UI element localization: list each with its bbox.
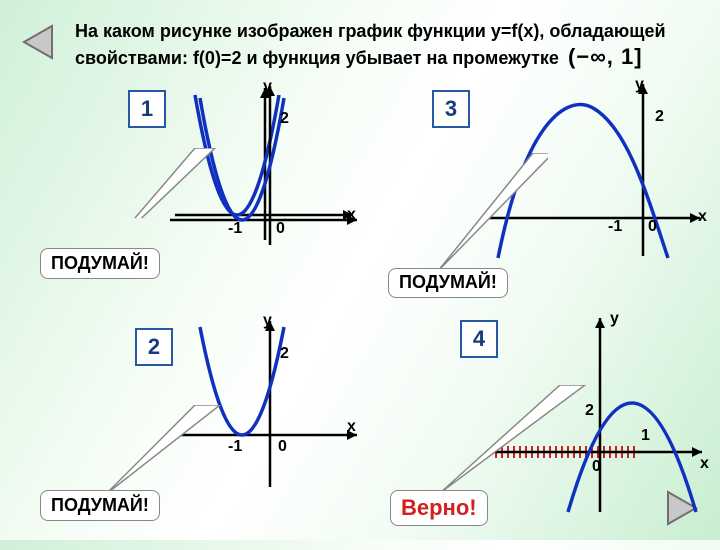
c3-minus1: -1 [608,218,622,236]
callout-4-text: Верно! [390,490,488,526]
c2-y-label: у [263,312,272,330]
c4-one: 1 [641,427,650,445]
prev-slide-button[interactable] [18,22,58,62]
c4-y-label: у [610,310,619,328]
option-2-button[interactable]: 2 [135,328,173,366]
c1-two: 2 [280,110,289,128]
option-2-num: 2 [148,334,160,360]
question-line2: свойствами: f(0)=2 и функция убывает на … [75,48,559,68]
interval-expr: (−∞, 1] [564,43,647,71]
callout-2: ПОДУМАЙ! [40,490,240,550]
callout-1: ПОДУМАЙ! [40,248,240,308]
triangle-left-icon [18,22,58,62]
question-text: На каком рисунке изображен график функци… [75,20,680,70]
callout-4: Верно! [370,490,600,550]
c3-y-label: у [635,76,644,94]
option-1-button[interactable]: 1 [128,90,166,128]
option-3-num: 3 [445,96,457,122]
callout-3: ПОДУМАЙ! [368,268,548,348]
c2-two: 2 [280,345,289,363]
c2-x-label: х [347,418,356,436]
c2-zero: 0 [278,438,287,456]
c4-x-label: х [700,455,709,473]
c1-minus1: -1 [228,220,242,238]
callout-2-text: ПОДУМАЙ! [40,490,160,521]
c3-two: 2 [655,108,664,126]
c1-x-label: х [347,206,356,224]
question-line1: На каком рисунке изображен график функци… [75,21,666,41]
callout-3-text: ПОДУМАЙ! [388,268,508,298]
c1-zero: 0 [276,220,285,238]
c1-y-label: у [263,78,272,96]
c3-x-label: х [698,208,707,226]
callout-1-text: ПОДУМАЙ! [40,248,160,279]
option-1-num: 1 [141,96,153,122]
c3-zero: 0 [648,218,657,236]
option-3-button[interactable]: 3 [432,90,470,128]
